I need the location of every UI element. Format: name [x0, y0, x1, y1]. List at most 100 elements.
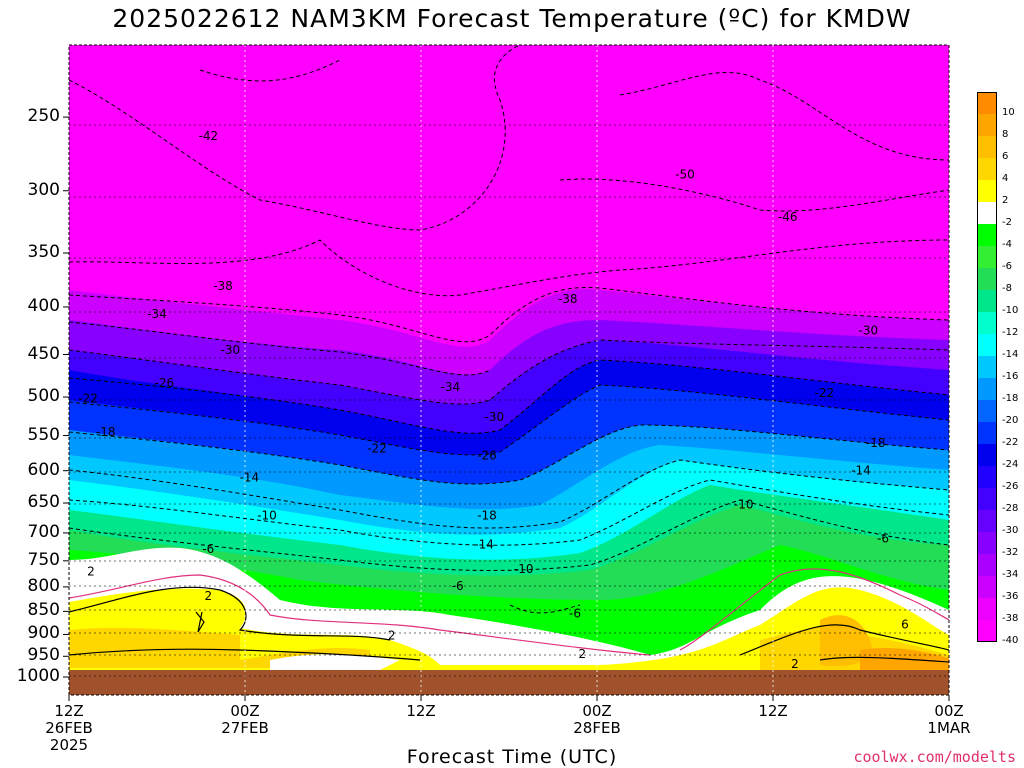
x-tick-label-line: 27FEB	[221, 719, 269, 737]
contour-label: -22	[815, 386, 835, 400]
contour-label: -42	[199, 129, 219, 143]
colorbar-label: -18	[1002, 393, 1019, 404]
contour-label: -10	[734, 497, 754, 511]
pressure-gridlines	[69, 124, 949, 677]
colorbar-label: -2	[1002, 217, 1012, 228]
y-tick-label: 700	[27, 521, 60, 542]
y-tick-label: 450	[27, 343, 60, 364]
contour-label: 2	[388, 628, 396, 642]
colorbar-swatch	[977, 92, 997, 114]
colorbar-label: -24	[1002, 459, 1019, 470]
colorbar-label: -4	[1002, 239, 1012, 250]
y-tick-label: 900	[27, 623, 60, 644]
colorbar-swatch	[977, 620, 997, 642]
y-tick-label: 300	[27, 179, 60, 200]
colorbar-label: -40	[1002, 635, 1019, 646]
colorbar-swatch	[977, 466, 997, 488]
colorbar-label: -38	[1002, 613, 1019, 624]
credit-link[interactable]: coolwx.com/modelts	[853, 748, 1016, 766]
x-tick-label-line: 2025	[49, 736, 89, 754]
colorbar-label: 8	[1002, 129, 1009, 140]
colorbar-label: 10	[1002, 107, 1015, 118]
contour-label: -38	[558, 292, 578, 306]
contour-label: 2	[205, 589, 213, 603]
colorbar-label: -20	[1002, 415, 1019, 426]
x-tick-label: 00Z 1MAR	[904, 703, 994, 737]
colorbar-swatch	[977, 598, 997, 620]
colorbar-label: -8	[1002, 283, 1012, 294]
colorbar-swatch	[977, 202, 997, 224]
colorbar-label: -22	[1002, 437, 1019, 448]
colorbar-swatch	[977, 224, 997, 246]
colorbar-label: -28	[1002, 503, 1019, 514]
contour-labels: -42 -38 -34 -30 -26 -22 -18 -14 -10 -6 2 2 -22 -34 -30…	[78, 129, 909, 671]
contour-label: -46	[778, 210, 798, 224]
contour-label: -22	[78, 392, 98, 406]
contour-label: 6	[901, 617, 909, 631]
colorbar-swatch	[977, 532, 997, 554]
y-tick-label: 650	[27, 492, 60, 513]
colorbar-swatch	[977, 114, 997, 136]
colorbar-swatch	[977, 334, 997, 356]
colorbar-swatch	[977, 268, 997, 290]
colorbar-swatch	[977, 180, 997, 202]
y-tick-label: 600	[27, 459, 60, 480]
plot-frame	[68, 44, 950, 696]
colorbar-swatch	[977, 158, 997, 180]
contour-label: -18	[477, 508, 497, 522]
x-tick-label-line: 00Z	[934, 702, 964, 720]
colorbar-label: 6	[1002, 151, 1009, 162]
contour-label: -14	[474, 537, 494, 551]
colorbar-label: -14	[1002, 349, 1019, 360]
y-tick-label: 500	[27, 386, 60, 407]
contour-label: -22	[367, 442, 387, 456]
colorbar-label: -30	[1002, 525, 1019, 536]
colorbar-swatch	[977, 488, 997, 510]
temperature-field	[69, 45, 949, 695]
contour-label: -6	[569, 607, 581, 621]
y-tick-label: 350	[27, 242, 60, 262]
colorbar-swatch	[977, 400, 997, 422]
y-tick-label: 250	[27, 106, 60, 127]
contour-label: -18	[96, 425, 116, 439]
contour-label: -38	[213, 279, 233, 293]
colorbar-label: 2	[1002, 195, 1009, 206]
x-tick-label: 12Z 26FEB 2025	[24, 703, 114, 754]
colorbar-label: 4	[1002, 173, 1009, 184]
x-axis-title: Forecast Time (UTC)	[406, 746, 618, 768]
colorbar-label: -34	[1002, 569, 1019, 580]
colorbar-swatch	[977, 312, 997, 334]
contour-label: -34	[147, 307, 167, 321]
contour-label: -26	[477, 449, 497, 463]
colorbar-swatch	[977, 554, 997, 576]
colorbar-label: -26	[1002, 481, 1019, 492]
contour-label: 2	[87, 564, 95, 578]
contour-label: -10	[514, 562, 534, 576]
contour-label: -14	[851, 464, 871, 478]
contour-label: -14	[240, 470, 260, 484]
colorbar	[977, 92, 997, 642]
colorbar-swatch	[977, 422, 997, 444]
x-tick-label-line: 00Z	[230, 702, 260, 720]
x-tick-label-line: 12Z	[758, 702, 788, 720]
colorbar-swatch	[977, 136, 997, 158]
contour-label: -10	[257, 508, 277, 522]
contour-label: -6	[877, 532, 889, 546]
contour-label: -50	[675, 167, 695, 181]
contour-label: -6	[452, 579, 464, 593]
colorbar-label: -32	[1002, 547, 1019, 558]
colorbar-swatch	[977, 444, 997, 466]
colorbar-label: -10	[1002, 305, 1019, 316]
x-tick-label: 12Z	[376, 703, 466, 720]
colorbar-swatch	[977, 356, 997, 378]
contour-label: -30	[485, 410, 505, 424]
contour-label: -34	[441, 380, 461, 394]
y-tick-label: 800	[27, 575, 60, 596]
colorbar-label: -12	[1002, 327, 1019, 338]
x-tick-label: 00Z 28FEB	[552, 703, 642, 737]
x-tick-label-line: 12Z	[54, 702, 84, 720]
colorbar-swatch	[977, 576, 997, 598]
x-tick-label-line: 12Z	[406, 702, 436, 720]
colorbar-label: -6	[1002, 261, 1012, 272]
contour-label: -30	[859, 323, 879, 337]
